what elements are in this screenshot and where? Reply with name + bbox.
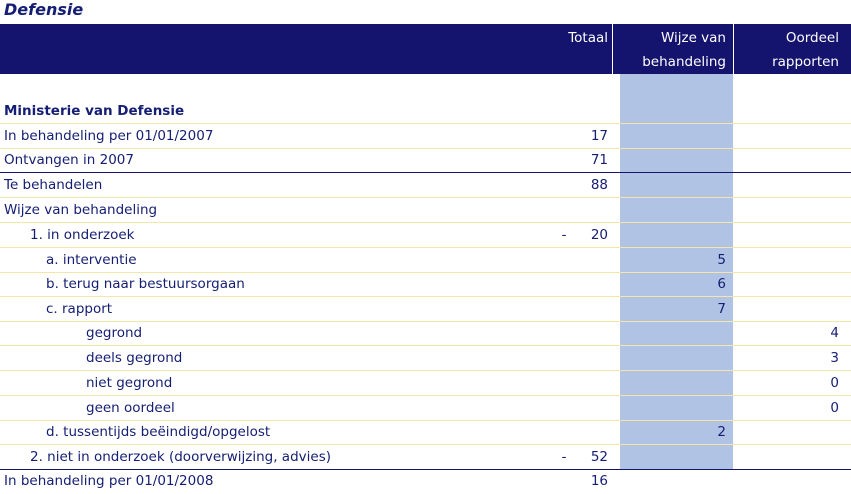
row-divider [0,420,851,421]
header-oordeel-line1: Oordeel [785,30,839,46]
row-divider [0,222,851,223]
row-divider [0,370,851,371]
minus-sign: - [561,449,567,465]
totaal-value: 71 [590,152,608,168]
table-row: 2. niet in onderzoek (doorverwijzing, ad… [0,445,851,470]
table-header: Totaal Wijze van behandeling Oordeel rap… [0,24,851,74]
row-label: Te behandelen [4,177,103,193]
row-label: 2. niet in onderzoek (doorverwijzing, ad… [30,449,331,465]
row-label: Ontvangen in 2007 [4,152,134,168]
table-row: Ministerie van Defensie [0,99,851,124]
oordeel-value: 0 [830,400,839,416]
header-divider [733,24,734,74]
header-oordeel-line2: rapporten [772,54,839,70]
row-label: geen oordeel [86,400,175,416]
row-divider [0,123,851,124]
totaal-value: 88 [590,177,608,193]
totaal-value: 52 [590,449,608,465]
totaal-value: 16 [590,473,608,489]
row-divider [0,296,851,297]
row-label: Wijze van behandeling [4,202,158,218]
page-title: Defensie [4,0,84,19]
wijze-value: 7 [717,301,726,317]
row-divider [0,247,851,248]
row-divider [0,272,851,273]
header-totaal: Totaal [568,30,608,46]
row-label: d. tussentijds beëindigd/opgelost [46,424,271,440]
table-row: In behandeling per 01/01/2008 16 [0,469,851,494]
row-divider [0,148,851,149]
table-row: c. rapport 7 [0,297,851,322]
row-label: 1. in onderzoek [30,227,135,243]
row-divider [0,469,851,470]
row-label: a. interventie [46,252,137,268]
row-label: Ministerie van Defensie [4,103,185,119]
row-divider [0,444,851,445]
row-label: niet gegrond [86,375,173,391]
header-wijze-line2: behandeling [642,54,726,70]
row-divider [0,345,851,346]
header-divider [612,24,613,74]
row-label: gegrond [86,325,143,341]
row-label: deels gegrond [86,350,183,366]
totaal-value: 17 [590,128,608,144]
table-row: a. interventie 5 [0,248,851,273]
table-row: deels gegrond 3 [0,346,851,371]
table-row: 1. in onderzoek - 20 [0,223,851,248]
table-row: b. terug naar bestuursorgaan 6 [0,272,851,297]
minus-sign: - [561,227,567,243]
totaal-value: 20 [590,227,608,243]
row-divider [0,172,851,173]
oordeel-value: 0 [830,375,839,391]
table-row: Te behandelen 88 [0,173,851,198]
table-row: Ontvangen in 2007 71 [0,148,851,173]
oordeel-value: 3 [830,350,839,366]
wijze-value: 6 [717,276,726,292]
row-label: b. terug naar bestuursorgaan [46,276,245,292]
table-row: niet gegrond 0 [0,371,851,396]
row-label: In behandeling per 01/01/2007 [4,128,214,144]
oordeel-value: 4 [830,325,839,341]
header-wijze-line1: Wijze van [660,30,726,46]
table-row: d. tussentijds beëindigd/opgelost 2 [0,420,851,445]
table-row: In behandeling per 01/01/2007 17 [0,124,851,149]
row-label: In behandeling per 01/01/2008 [4,473,214,489]
table-row: geen oordeel 0 [0,396,851,421]
table-row: Wijze van behandeling [0,198,851,223]
row-label: c. rapport [46,301,113,317]
row-divider [0,395,851,396]
wijze-value: 5 [717,252,726,268]
wijze-value: 2 [717,424,726,440]
row-divider [0,321,851,322]
row-divider [0,197,851,198]
table-row: gegrond 4 [0,321,851,346]
